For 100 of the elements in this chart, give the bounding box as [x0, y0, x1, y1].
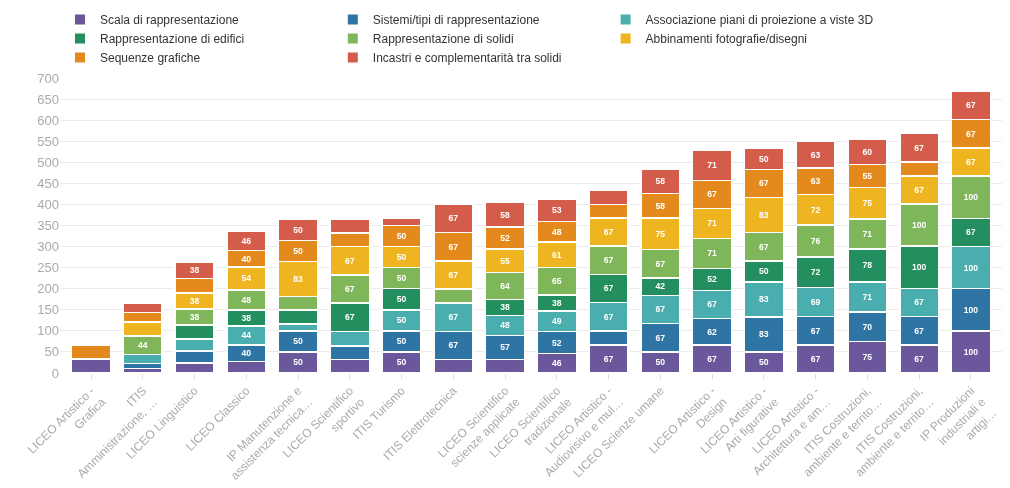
- data-label: 67: [810, 353, 821, 364]
- data-label: 58: [500, 209, 510, 220]
- data-label: 100: [963, 192, 979, 203]
- y-tick-label: 550: [37, 133, 59, 149]
- data-label: 50: [293, 245, 303, 256]
- data-label: 50: [396, 294, 407, 305]
- data-label: 67: [603, 255, 614, 266]
- data-label: 67: [448, 241, 459, 252]
- data-label: 50: [396, 315, 407, 326]
- y-tick-label: 650: [37, 91, 59, 107]
- data-label: 78: [862, 260, 873, 271]
- data-label: 38: [189, 295, 200, 306]
- data-label: 67: [914, 325, 925, 336]
- data-label: 67: [707, 353, 718, 364]
- data-label: 71: [862, 291, 873, 302]
- y-tick-label: 400: [37, 196, 59, 212]
- data-label: 67: [448, 340, 459, 351]
- data-label: 67: [603, 353, 614, 364]
- data-label: 67: [914, 184, 925, 195]
- y-tick-label: 450: [37, 175, 59, 191]
- data-label: 67: [966, 100, 976, 111]
- data-label: 50: [655, 357, 666, 368]
- data-label: 67: [344, 255, 355, 266]
- data-label: 55: [862, 170, 873, 181]
- data-label: 64: [500, 280, 510, 291]
- data-label: 55: [500, 255, 510, 266]
- data-label: 44: [241, 330, 252, 341]
- data-label: 50: [396, 273, 407, 284]
- data-label: 50: [396, 230, 407, 241]
- data-label: 63: [810, 149, 821, 160]
- data-label: 100: [963, 346, 979, 357]
- data-label: 67: [655, 332, 666, 343]
- data-label: 67: [966, 156, 976, 167]
- data-label: 70: [862, 321, 873, 332]
- legend-label: Scala di rappresentazione: [100, 13, 240, 28]
- y-tick-label: 50: [44, 344, 59, 360]
- data-label: 58: [655, 200, 666, 211]
- legend-label: Sistemi/tipi di rappresentazione: [372, 13, 540, 28]
- data-label: 65: [551, 276, 562, 287]
- data-label: 67: [707, 189, 718, 200]
- data-label: 72: [810, 204, 821, 215]
- data-label: 52: [500, 233, 510, 244]
- data-label: 100: [963, 262, 979, 273]
- data-label: 40: [241, 348, 252, 359]
- data-label: 75: [862, 198, 873, 209]
- data-label: 46: [551, 358, 562, 369]
- data-label: 50: [396, 251, 407, 262]
- data-label: 67: [914, 297, 925, 308]
- data-label: 67: [344, 283, 355, 294]
- y-tick-label: 200: [37, 281, 59, 297]
- data-label: 50: [293, 336, 303, 347]
- y-tick-label: 500: [37, 154, 59, 170]
- data-label: 71: [862, 229, 873, 239]
- data-label: 100: [911, 219, 927, 230]
- y-tick-label: 700: [37, 70, 59, 86]
- data-label: 60: [862, 146, 873, 157]
- data-label: 38: [189, 265, 200, 276]
- data-label: 52: [707, 274, 718, 285]
- legend-label: Rappresentazione di edifici: [100, 32, 245, 47]
- data-label: 49: [551, 316, 562, 327]
- data-label: 67: [603, 226, 614, 237]
- data-label: 71: [707, 160, 718, 171]
- data-label: 83: [759, 210, 769, 221]
- data-label: 67: [448, 213, 459, 224]
- data-label: 76: [810, 235, 821, 246]
- data-label: 72: [810, 267, 821, 278]
- data-label: 48: [241, 294, 252, 305]
- legend-label: Associazione piani di proiezione a viste 3D: [645, 13, 874, 28]
- data-label: 100: [963, 304, 979, 315]
- y-tick-label: 250: [37, 260, 59, 276]
- data-label: 67: [603, 283, 614, 294]
- data-label: 54: [241, 273, 252, 284]
- data-label: 62: [707, 326, 718, 337]
- data-label: 71: [707, 248, 718, 259]
- data-label: 48: [500, 320, 510, 331]
- data-label: 67: [344, 312, 355, 323]
- data-label: 50: [396, 336, 407, 347]
- data-label: 50: [759, 153, 769, 164]
- data-label: 38: [189, 311, 200, 322]
- data-label: 53: [551, 205, 562, 216]
- y-tick-label: 100: [37, 323, 59, 339]
- data-label: 67: [448, 312, 459, 323]
- data-label: 67: [603, 311, 614, 322]
- data-label: 38: [500, 302, 510, 313]
- data-label: 67: [448, 269, 459, 280]
- legend-label: Abbinamenti fotografie/disegni: [645, 32, 808, 47]
- data-label: 50: [396, 357, 407, 368]
- data-label: 40: [241, 253, 252, 264]
- data-label: 69: [810, 296, 821, 307]
- data-label: 67: [759, 178, 769, 189]
- data-label: 50: [293, 224, 303, 235]
- data-label: 58: [655, 176, 666, 187]
- data-label: 75: [655, 228, 666, 239]
- data-label: 44: [137, 340, 148, 351]
- data-label: 52: [551, 337, 562, 348]
- data-label: 67: [966, 227, 976, 238]
- data-label: 67: [914, 142, 925, 153]
- data-label: 100: [911, 262, 927, 273]
- data-label: 75: [862, 352, 873, 363]
- y-tick-label: 150: [37, 302, 59, 318]
